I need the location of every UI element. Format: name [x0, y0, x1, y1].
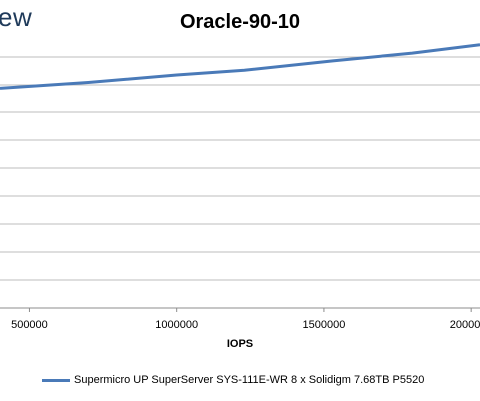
x-tick-label: 1500000: [303, 319, 346, 331]
x-tick-label: 1000000: [155, 319, 198, 331]
x-tick-labels: 500000 1000000 1500000 2000000: [11, 308, 480, 331]
x-tick-label: 500000: [11, 319, 48, 331]
chart-title: Oracle-90-10: [179, 11, 301, 33]
series-lines: [0, 43, 480, 90]
legend: Supermicro UP SuperServer SYS-111E-WR 8 …: [42, 374, 424, 386]
legend-swatch: [42, 378, 70, 382]
gridlines: [0, 56, 480, 309]
x-axis-title: IOPS: [226, 338, 254, 350]
logo-fragment: ew: [0, 2, 33, 32]
x-tick-label: 2000000: [450, 319, 480, 331]
series-line: [0, 43, 480, 90]
legend-label: Supermicro UP SuperServer SYS-111E-WR 8 …: [74, 374, 425, 386]
